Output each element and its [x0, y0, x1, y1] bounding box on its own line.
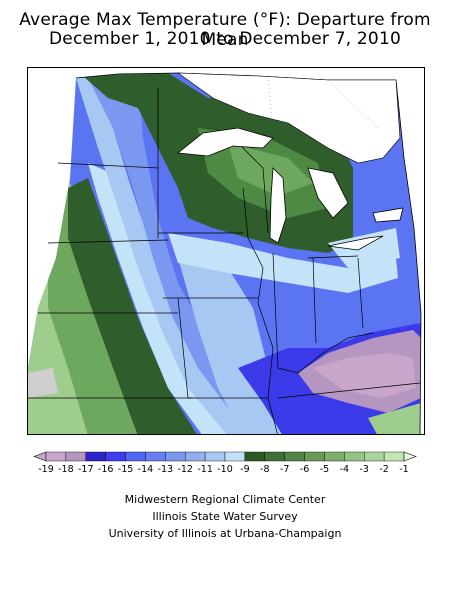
- legend-swatch: [125, 451, 146, 462]
- credit-line-1: Midwestern Regional Climate Center: [124, 493, 326, 506]
- legend-tick-label: -10: [217, 464, 233, 475]
- legend-swatch: [105, 451, 126, 462]
- legend-tick-label: -1: [399, 464, 408, 475]
- region-east-pale: [328, 228, 400, 268]
- legend-swatch: [165, 451, 186, 462]
- map-title: Average Max Temperature (°F): Departure …: [19, 10, 431, 50]
- legend-tick-label: -16: [98, 464, 114, 475]
- legend-swatch: [364, 451, 385, 462]
- map-canvas: [28, 72, 422, 434]
- legend-tick-label: -18: [58, 464, 74, 475]
- boundary-sd-ne: [47, 239, 169, 244]
- lake-erie: [327, 235, 384, 251]
- legend-swatch: [383, 451, 405, 462]
- boundary-il-in: [272, 252, 279, 369]
- legend-swatch: [45, 451, 67, 462]
- map-subtitle: December 1, 2010 to December 7, 2010: [49, 29, 401, 49]
- boundary-nd-sd: [57, 162, 159, 169]
- legend-swatch: [204, 451, 226, 462]
- credit-line-2: Illinois State Water Survey: [152, 510, 298, 523]
- legend-tick-label: -7: [280, 464, 289, 475]
- legend-labels: -19 -18 -17 -16 -15 -14 -13 -12 -11 -10 -9 -8 -7 -6 -5…: [38, 464, 409, 475]
- legend-tick-label: -12: [177, 464, 193, 475]
- legend-swatch: [264, 451, 285, 462]
- region-blue-northwest: [88, 78, 248, 408]
- lake-huron: [307, 167, 349, 219]
- boundary-oh-pa: [357, 257, 364, 329]
- legend-tick-label: -6: [300, 464, 309, 475]
- region-north-green: [228, 143, 313, 196]
- legend-tick-label: -14: [138, 464, 154, 475]
- legend-tick-label: -8: [260, 464, 269, 475]
- legend-tick-label: -19: [38, 464, 54, 475]
- boundary-ohio-river: [277, 332, 374, 374]
- region-pale-blue-north: [168, 233, 398, 293]
- legend-tick-label: -2: [379, 464, 388, 475]
- region-west-dark-green: [68, 178, 198, 434]
- legend-tick-label: -15: [118, 464, 134, 475]
- legend-tick-label: -11: [197, 464, 213, 475]
- legend-tick-label: -5: [320, 464, 329, 475]
- legend-swatch: [324, 451, 345, 462]
- color-legend: -19 -18 -17 -16 -15 -14 -13 -12 -11 -10 -9 -8 -7 -6 -5…: [33, 451, 417, 475]
- temperature-departure-map: [27, 67, 425, 435]
- legend-tick-label: -13: [158, 464, 174, 475]
- boundary-mo-west: [177, 297, 189, 399]
- legend-swatch: [244, 451, 265, 462]
- legend-swatch: [185, 451, 206, 462]
- lake-ontario: [372, 207, 404, 223]
- legend-color-bar: [33, 451, 417, 462]
- region-southeast-green-edge: [368, 403, 421, 434]
- lake-superior: [176, 127, 274, 157]
- legend-swatch: [344, 451, 365, 462]
- legend-tick-label: -3: [359, 464, 368, 475]
- legend-swatch: [85, 451, 106, 462]
- boundary-in-oh: [312, 257, 317, 344]
- region-light-blue-west: [76, 78, 253, 434]
- legend-swatch: [224, 451, 246, 462]
- great-lakes: [176, 127, 404, 251]
- region-southeast-light-purple: [313, 353, 416, 398]
- boundary-ky-tn: [277, 382, 421, 399]
- legend-arrow-right: [403, 451, 417, 462]
- legend-arrow-left: [33, 451, 47, 462]
- state-boundaries: [28, 88, 421, 434]
- boundary-wi-mi: [237, 142, 269, 234]
- legend-tick-label: -17: [78, 464, 94, 475]
- boundary-mi-oh: [307, 255, 359, 259]
- legend-tick-label: -9: [240, 464, 249, 475]
- legend-swatch: [65, 451, 86, 462]
- legend-tick-label: -4: [340, 464, 349, 475]
- lake-michigan: [269, 167, 287, 244]
- boundary-mississippi: [242, 187, 278, 434]
- credit-line-3: University of Illinois at Urbana-Champai…: [108, 527, 342, 540]
- region-southwest-grey: [28, 368, 58, 398]
- legend-swatch: [304, 451, 325, 462]
- legend-swatch: [284, 451, 305, 462]
- legend-swatch: [145, 451, 166, 462]
- reference-grid: [177, 72, 379, 169]
